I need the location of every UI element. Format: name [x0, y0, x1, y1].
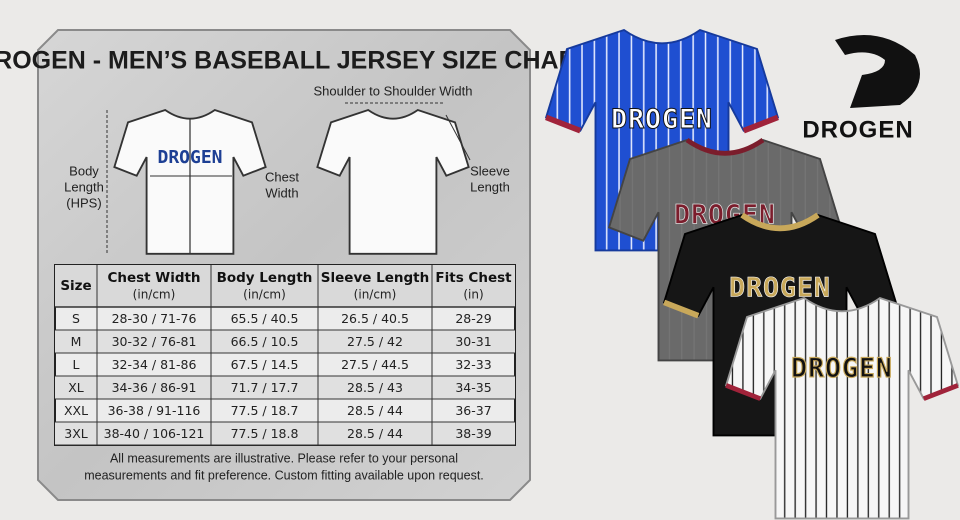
table-cell: 28-30 / 71-76 — [112, 311, 197, 326]
brand-logo — [835, 35, 920, 108]
body-length-label: (HPS) — [66, 195, 101, 210]
footnote: measurements and fit preference. Custom … — [84, 468, 484, 482]
table-cell: 34-36 / 86-91 — [112, 380, 197, 395]
table-cell: 26.5 / 40.5 — [341, 311, 409, 326]
jersey-text: DROGEN — [729, 273, 831, 304]
table-cell: 36-37 — [455, 403, 491, 418]
shoulder-width-label: Shoulder to Shoulder Width — [314, 83, 473, 98]
row-stripe — [55, 422, 515, 445]
table-cell: 65.5 / 40.5 — [231, 311, 299, 326]
size-table: Size Chest Width (in/cm) Body Length (in/cm)… — [54, 264, 516, 446]
front-jersey-text: DROGEN — [157, 147, 222, 168]
table-cell: 28-29 — [455, 311, 491, 326]
column-header: Size — [60, 278, 91, 294]
chest-width-label: Width — [265, 185, 298, 200]
sleeve-length-line — [445, 114, 471, 161]
table-cell: 66.5 / 10.5 — [231, 334, 299, 349]
title: DROGEN - MEN’S BASEBALL JERSEY SIZE CHAR… — [0, 47, 592, 75]
sleeve-length-label: Length — [470, 179, 510, 194]
jersey-text: DROGEN — [611, 104, 713, 135]
sleeve-length-label: Sleeve — [470, 163, 510, 178]
table-cell: 30-31 — [455, 334, 491, 349]
table-cell: 32-33 — [455, 357, 491, 372]
column-header: Sleeve Length — [321, 270, 429, 286]
table-cell: S — [72, 311, 80, 326]
table-cell: 3XL — [64, 426, 88, 441]
table-cell: 77.5 / 18.8 — [231, 426, 299, 441]
column-unit: (in/cm) — [133, 288, 176, 302]
column-header: Chest Width — [107, 270, 200, 286]
table-cell: 71.7 / 17.7 — [231, 380, 299, 395]
table-cell: XL — [68, 380, 84, 395]
column-header: Body Length — [217, 270, 313, 286]
table-cell: 28.5 / 44 — [347, 403, 403, 418]
table-cell: 36-38 / 91-116 — [108, 403, 201, 418]
column-unit: (in/cm) — [354, 288, 397, 302]
column-unit: (in) — [463, 288, 483, 302]
table-cell: 27.5 / 42 — [347, 334, 403, 349]
table-cell: 28.5 / 43 — [347, 380, 403, 395]
chest-width-label: Chest — [265, 169, 299, 184]
jersey-black: DROGEN — [663, 212, 897, 437]
front-jersey-outline — [113, 109, 267, 255]
table-cell: 32-34 / 81-86 — [112, 357, 197, 372]
table-cell: 38-40 / 106-121 — [104, 426, 205, 441]
jersey-blue: DROGEN — [545, 29, 779, 252]
table-cell: 77.5 / 18.7 — [231, 403, 299, 418]
footnote: All measurements are illustrative. Pleas… — [110, 451, 458, 465]
table-cell: 28.5 / 44 — [347, 426, 403, 441]
table-cell: L — [73, 357, 80, 372]
table-cell: XXL — [64, 403, 88, 418]
body-length-label: Body — [69, 163, 99, 178]
row-stripe — [55, 330, 515, 353]
column-header: Fits Chest — [435, 270, 512, 286]
jersey-text: DROGEN — [791, 353, 893, 384]
table-header-background — [55, 265, 515, 307]
table-cell: 27.5 / 44.5 — [341, 357, 409, 372]
body-length-label: Length — [64, 179, 104, 194]
table-cell: 67.5 / 14.5 — [231, 357, 299, 372]
table-cell: M — [71, 334, 82, 349]
table-cell: 34-35 — [455, 380, 491, 395]
brand-name: DROGEN — [802, 116, 913, 143]
column-unit: (in/cm) — [243, 288, 286, 302]
table-cell: 30-32 / 76-81 — [112, 334, 197, 349]
row-stripe — [55, 376, 515, 399]
jersey-white: DROGEN — [725, 297, 959, 520]
table-cell: 38-39 — [455, 426, 491, 441]
